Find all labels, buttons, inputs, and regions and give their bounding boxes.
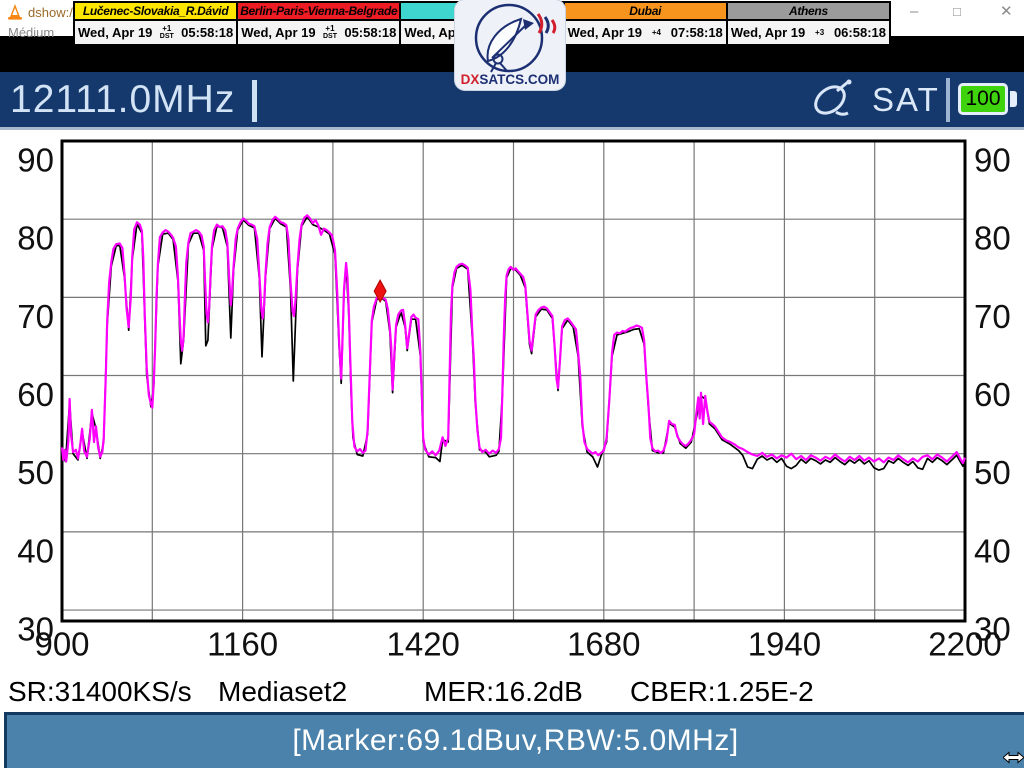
marker-readout: [Marker:69.1dBuv,RBW:5.0MHz] [292, 724, 739, 757]
y-tick-label-right: 30 [974, 611, 1011, 648]
marker-info-bar: [Marker:69.1dBuv,RBW:5.0MHz] [4, 712, 1024, 768]
logo-text-dx: DX [461, 72, 480, 87]
header-divider [946, 78, 950, 122]
provider-readout: Mediaset2 [218, 676, 348, 707]
clock-date: Wed, Apr 19 [241, 25, 316, 40]
frequency-cursor [252, 80, 257, 122]
window-title: dshow:// - [28, 5, 85, 20]
battery-indicator: 100 [958, 83, 1008, 115]
symbol-rate-readout: SR:31400KS/s [8, 676, 192, 707]
minimize-button[interactable]: – [910, 3, 919, 20]
clock-block-0: Lučenec-Slovakia_R.Dávid Wed, Apr 19 +1 DST… [75, 3, 239, 44]
y-tick-label-right: 90 [974, 142, 1011, 179]
clock-date: Wed, Apr 19 [78, 25, 153, 40]
y-tick-label-right: 60 [974, 376, 1011, 413]
satellite-dish-logo-icon: DXSATCS.COM [461, 3, 560, 87]
clock-time-row: Wed, Apr 19 +1 DST 05:58:18 [75, 21, 237, 44]
x-tick-label: 1940 [748, 626, 821, 663]
y-tick-label-left: 30 [17, 611, 54, 648]
clock-city-label: Dubai [564, 3, 726, 21]
dxsatcs-logo: DXSATCS.COM [455, 0, 565, 90]
clock-city-label: Berlin-Paris-Vienna-Belgrade [238, 3, 400, 21]
x-tick-label: 2200 [928, 626, 1001, 663]
y-tick-label-right: 40 [974, 532, 1011, 569]
clock-block-3: Dubai Wed, Apr 19 +4 07:58:18 [564, 3, 728, 44]
clock-date: Wed, Apr 19 [730, 25, 806, 40]
clock-time-value: 07:58:18 [670, 25, 723, 40]
vlc-logo-icon [8, 4, 22, 20]
y-tick-label-right: 80 [974, 220, 1011, 257]
mer-readout: MER:16.2dB [424, 676, 583, 707]
x-tick-label: 1420 [386, 626, 459, 663]
x-tick-label: 1160 [207, 626, 278, 663]
clock-time-value: 06:58:18 [833, 25, 886, 40]
clock-utc-offset: +4 [651, 27, 661, 37]
battery-nub [1010, 91, 1017, 107]
clock-utc-offset: +1 DST [159, 24, 174, 41]
resize-cursor-icon [1003, 751, 1024, 764]
maximize-button[interactable]: □ [953, 4, 961, 19]
y-tick-label-left: 60 [17, 376, 54, 413]
clock-block-1: Berlin-Paris-Vienna-Belgrade Wed, Apr 19 +… [238, 3, 402, 44]
clock-time-row: Wed, Apr 19 +4 07:58:18 [564, 21, 726, 44]
clock-city-label: Lučenec-Slovakia_R.Dávid [75, 3, 237, 21]
clock-date: Wed, Apr 19 [567, 25, 643, 40]
logo-text-rest: SATCS.COM [479, 72, 559, 87]
clock-utc-offset: +1 DST [322, 24, 337, 41]
x-tick-label: 900 [34, 626, 89, 663]
clock-time-row: Wed, Apr 19 +1 DST 05:58:18 [238, 21, 400, 44]
menu-item-media[interactable]: Médium [8, 25, 55, 40]
y-tick-label-left: 90 [17, 142, 54, 179]
frequency-readout: 12111.0MHz [10, 78, 236, 121]
satellite-dish-icon [814, 79, 852, 116]
clock-block-4: Athens Wed, Apr 19 +3 06:58:18 [727, 3, 890, 44]
cber-readout: CBER:1.25E-2 [630, 676, 814, 707]
clock-time-value: 05:58:18 [344, 25, 397, 40]
clock-time-value: 05:58:18 [181, 25, 234, 40]
sat-mode-label: SAT [872, 81, 940, 118]
live-trace [60, 214, 967, 465]
plot-border [60, 139, 967, 623]
y-tick-label-left: 50 [17, 454, 54, 491]
clock-utc-offset: +3 [815, 27, 825, 37]
y-tick-label-right: 50 [974, 454, 1011, 491]
y-tick-label-left: 80 [17, 220, 54, 257]
clock-city-label: Athens [727, 3, 890, 21]
x-tick-label: 1680 [567, 626, 640, 663]
svg-text:DXSATCS.COM: DXSATCS.COM [461, 72, 560, 87]
header-underline [0, 127, 1024, 130]
y-tick-label-left: 40 [17, 532, 54, 569]
marker-diamond [373, 279, 387, 304]
y-tick-label-left: 70 [17, 298, 54, 335]
close-button[interactable]: ✕ [1000, 3, 1013, 20]
y-tick-label-right: 70 [974, 298, 1011, 335]
clock-time-row: Wed, Apr 19 +3 06:58:18 [727, 21, 890, 44]
